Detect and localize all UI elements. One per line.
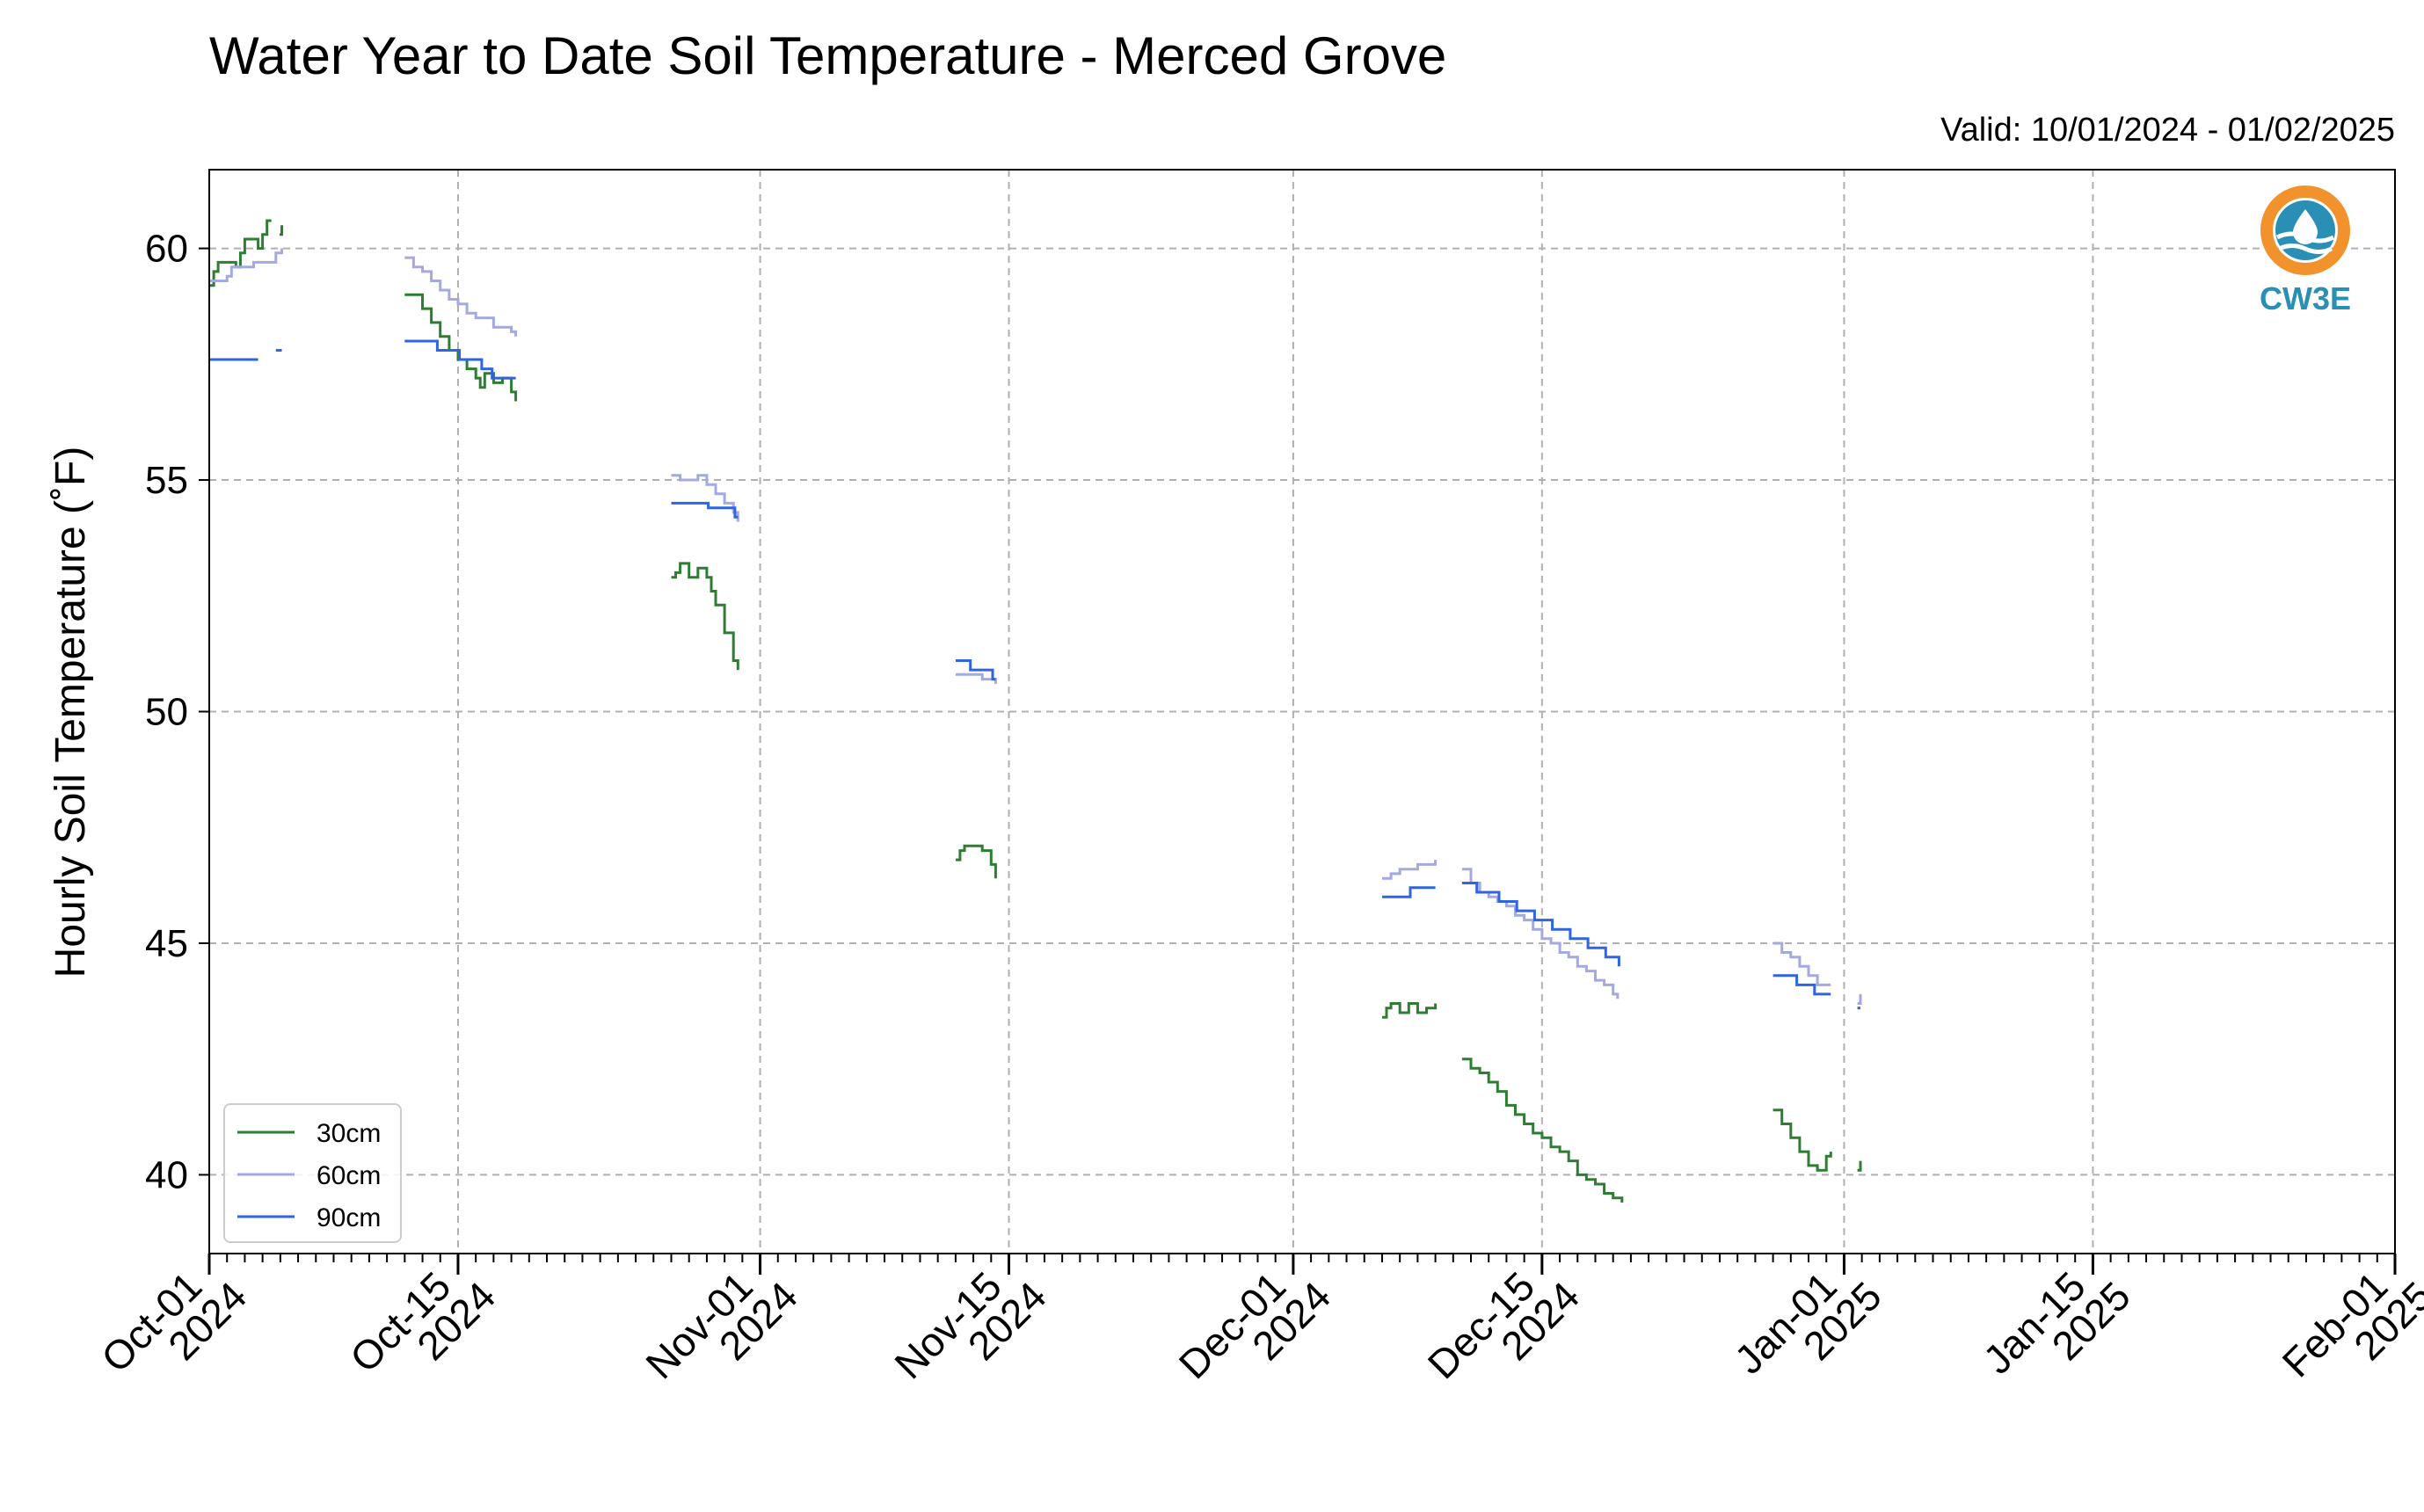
series-line-30cm	[404, 293, 518, 402]
series-line-30cm	[955, 844, 997, 879]
logo-text: CW3E	[2260, 280, 2351, 316]
series-line-30cm	[1773, 1109, 1832, 1172]
series-line-90cm	[404, 339, 516, 380]
y-tick-label: 40	[145, 1153, 188, 1196]
series-line-30cm	[280, 225, 283, 236]
legend-label-30cm: 30cm	[317, 1119, 381, 1148]
logo-wave-icon	[2277, 244, 2333, 254]
series-90cm	[209, 339, 1860, 1010]
series-line-60cm	[1773, 941, 1831, 986]
valid-date-range: Valid: 10/01/2024 - 01/02/2025	[1940, 112, 2395, 149]
legend-label-90cm: 90cm	[317, 1203, 381, 1232]
minor-ticks	[208, 1254, 2396, 1262]
logo-ring-icon	[2260, 185, 2350, 275]
series-30cm	[209, 219, 1862, 1203]
y-tick-label: 55	[145, 459, 188, 502]
series-line-60cm	[404, 256, 518, 337]
series-line-60cm	[1857, 993, 1862, 1005]
series-line-30cm	[209, 219, 272, 287]
cw3e-logo: CW3E	[2260, 185, 2351, 316]
logo-droplet-icon	[2293, 209, 2318, 244]
series-line-90cm	[1461, 882, 1620, 967]
series-line-90cm	[1382, 886, 1436, 898]
y-tick-label: 45	[145, 922, 188, 965]
y-axis-label: Hourly Soil Temperature (˚F)	[47, 447, 94, 978]
y-tick-label: 60	[145, 228, 188, 271]
series-line-90cm	[955, 659, 996, 681]
series-line-60cm	[209, 248, 283, 282]
legend-label-60cm: 60cm	[317, 1161, 381, 1190]
series-line-30cm	[671, 562, 739, 671]
legend: 30cm 60cm 90cm	[223, 1103, 402, 1243]
series-line-30cm	[1857, 1160, 1862, 1172]
series-line-60cm	[1461, 868, 1620, 1000]
series-line-30cm	[1382, 1002, 1438, 1019]
series-line-90cm	[671, 501, 739, 519]
series-line-60cm	[1382, 860, 1438, 880]
y-tick-label: 50	[145, 691, 188, 734]
chart-title: Water Year to Date Soil Temperature - Me…	[209, 26, 1446, 85]
series-line-30cm	[1461, 1058, 1624, 1203]
series-lines	[209, 219, 1862, 1203]
y-axis: 40 45 50 55 60	[145, 228, 209, 1196]
series-line-90cm	[1773, 974, 1831, 996]
legend-box	[223, 1103, 402, 1243]
